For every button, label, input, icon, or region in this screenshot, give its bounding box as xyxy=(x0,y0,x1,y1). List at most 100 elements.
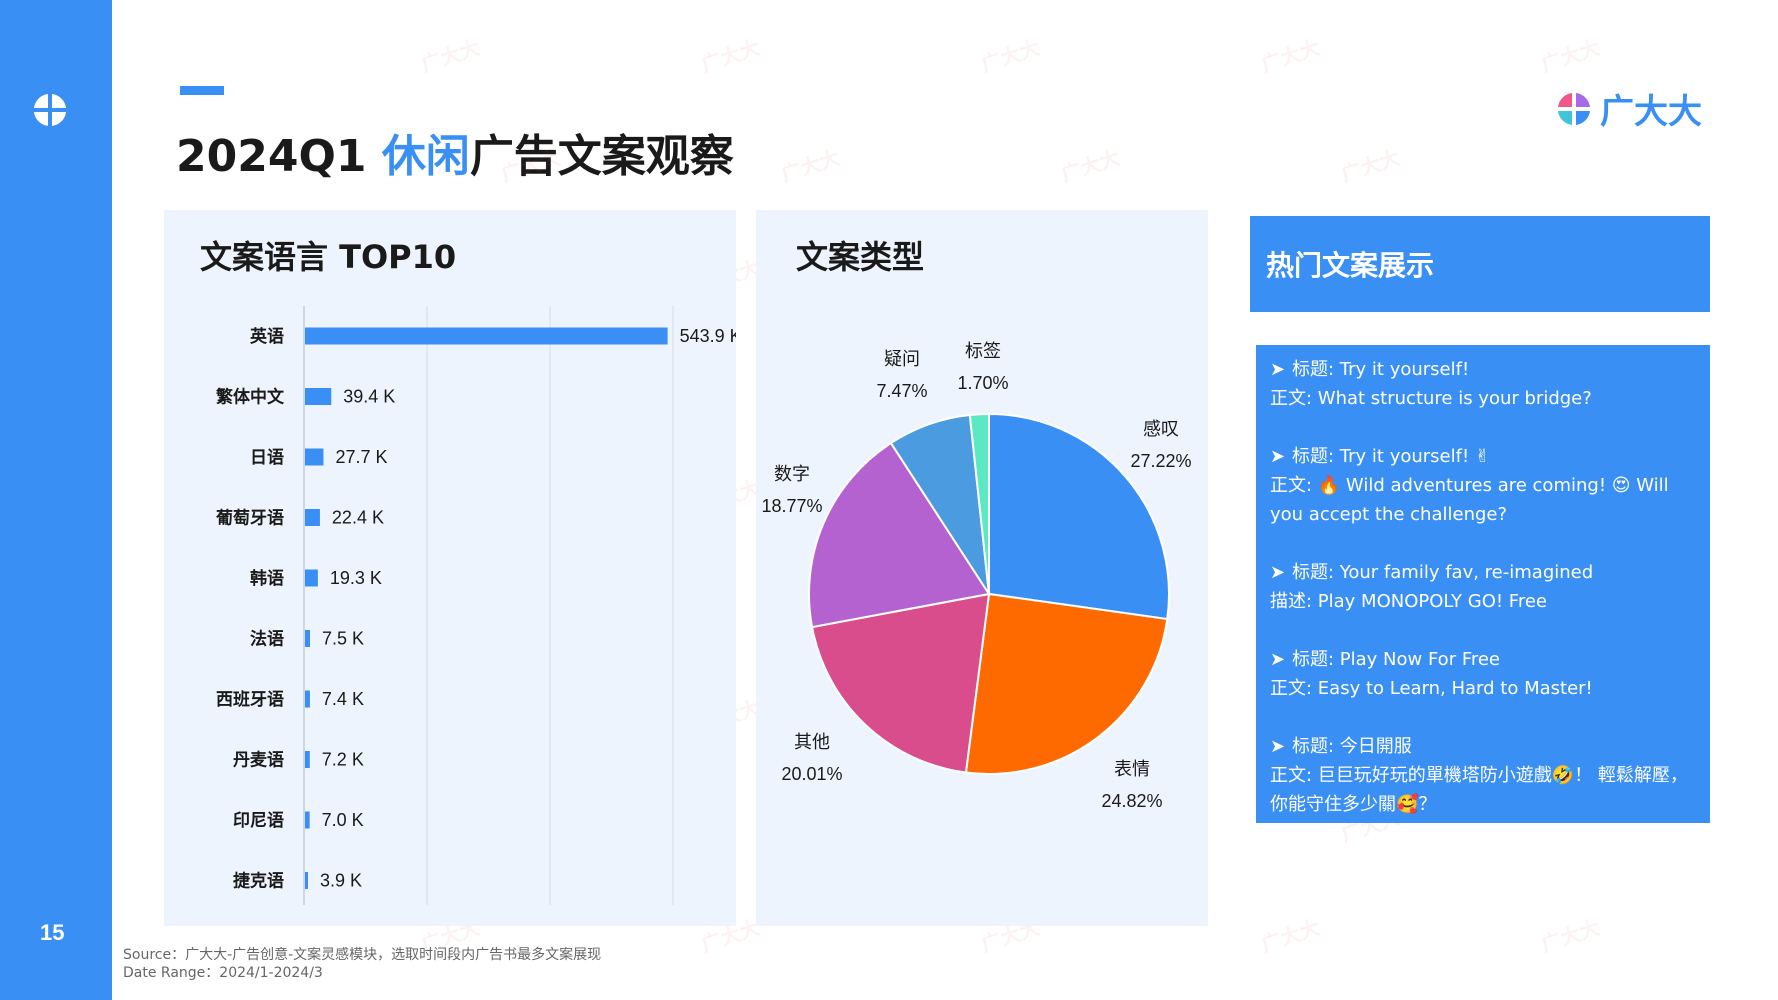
copy-type-chart-title: 文案类型 xyxy=(796,238,925,276)
bar-category-label: 繁体中文 xyxy=(215,387,285,408)
left-sidebar-bar: 15 xyxy=(0,0,112,1000)
hot-copy-title: 热门文案展示 xyxy=(1266,249,1435,282)
arrow-bullet-icon: ➤ xyxy=(1270,359,1286,380)
hot-copy-headline-text: 标题: Play Now For Free xyxy=(1292,649,1501,670)
pie-percent-label: 27.22% xyxy=(1130,451,1191,471)
pie-percent-label: 7.47% xyxy=(876,381,927,401)
pie-slice xyxy=(988,412,1170,621)
arrow-bullet-icon: ➤ xyxy=(1270,562,1286,583)
pie-slice xyxy=(968,412,990,595)
hot-copy-body-text: 正文: 巨巨玩好玩的單機塔防小遊戲🤣！ 輕鬆解壓，你能守住多少關🥰？ xyxy=(1270,765,1688,815)
brand-logo: 广大大 xyxy=(1554,84,1702,133)
title-accent-bar xyxy=(180,86,224,95)
hot-copy-item: ➤ 标题: 今日開服正文: 巨巨玩好玩的單機塔防小遊戲🤣！ 輕鬆解壓，你能守住多少… xyxy=(1270,732,1696,819)
bar-mark xyxy=(305,811,310,829)
page-title-highlight: 休闲 xyxy=(381,131,470,182)
bar-mark xyxy=(305,751,310,768)
pie-category-label: 感叹 xyxy=(1143,419,1179,440)
language-top10-panel: 英语 543.9 K 繁体中文 39.4 K 日语 27.7 K 葡萄牙语 22.4 K 韩语 1… xyxy=(164,210,736,926)
hot-copy-headline: ➤ 标题: Try it yourself! xyxy=(1270,355,1696,384)
hot-copy-headline-text: 标题: Your family fav, re-imagined xyxy=(1292,562,1594,583)
arrow-bullet-icon: ➤ xyxy=(1270,446,1286,467)
hot-copy-item: ➤ 标题: Try it yourself! 正文: What structure … xyxy=(1270,355,1696,413)
brand-mark-icon xyxy=(1558,92,1590,125)
bar-category-label: 印尼语 xyxy=(233,811,284,831)
bar-category-label: 捷克语 xyxy=(233,871,284,892)
pie-slice xyxy=(810,592,991,774)
watermark-text: 广大大 xyxy=(778,145,843,187)
watermark-text: 广大大 xyxy=(1058,145,1123,187)
bar-value-label: 19.3 K xyxy=(330,568,382,588)
bar-value-label: 22.4 K xyxy=(332,508,384,528)
pie-category-label: 表情 xyxy=(1114,759,1150,780)
hot-copy-item: ➤ 标题: Try it yourself! ✌ 正文: 🔥 Wild advent… xyxy=(1270,442,1696,529)
bar-mark xyxy=(305,509,320,526)
hot-copy-list: ➤ 标题: Try it yourself! 正文: What structure … xyxy=(1256,345,1710,823)
pie-percent-label: 18.77% xyxy=(761,496,822,516)
bar-mark xyxy=(305,690,310,708)
arrow-bullet-icon: ➤ xyxy=(1270,736,1286,757)
watermark-text: 广大大 xyxy=(1338,145,1403,187)
page-title-suffix: 广告文案观察 xyxy=(469,131,734,182)
bar-category-label: 韩语 xyxy=(250,568,284,589)
bar-mark xyxy=(305,448,324,466)
hot-copy-body-text: 正文: 🔥 Wild adventures are coming! 😍 Will… xyxy=(1270,475,1669,525)
hot-copy-headline-text: 标题: Try it yourself! xyxy=(1292,359,1470,380)
copy-type-pie-chart: 感叹 27.22% 表情 24.82% 其他 20.01% 数字 18.77% 疑问 7.47% 标… xyxy=(761,341,1191,811)
watermark-text: 广大大 xyxy=(698,35,763,77)
hot-copy-item: ➤ 标题: Your family fav, re-imagined 描述: Pla… xyxy=(1270,558,1696,616)
arrow-bullet-icon: ➤ xyxy=(1270,649,1286,670)
watermark-text: 广大大 xyxy=(1538,915,1603,957)
hot-copy-headline-text: 标题: 今日開服 xyxy=(1292,736,1412,757)
pie-category-label: 其他 xyxy=(794,732,830,753)
brand-logo-icon xyxy=(34,94,66,126)
pie-percent-label: 1.70% xyxy=(957,373,1008,393)
pie-category-label: 标签 xyxy=(965,341,1001,362)
bar-category-label: 法语 xyxy=(250,629,284,650)
bar-category-label: 西班牙语 xyxy=(216,690,284,710)
watermark-text: 广大大 xyxy=(978,35,1043,77)
hot-copy-headline: ➤ 标题: Your family fav, re-imagined xyxy=(1270,558,1696,587)
brand-name: 广大大 xyxy=(1600,92,1702,132)
hot-copy-header: 热门文案展示 xyxy=(1250,216,1710,312)
watermark-text: 广大大 xyxy=(1258,35,1323,77)
hot-copy-body-text: 正文: What structure is your bridge? xyxy=(1270,388,1592,409)
bar-mark xyxy=(305,327,668,345)
bar-category-label: 英语 xyxy=(250,326,284,347)
date-range-line: Date Range：2024/1-2024/3 xyxy=(123,965,323,981)
bar-value-label: 3.9 K xyxy=(320,871,362,891)
watermark-text: 广大大 xyxy=(418,35,483,77)
bar-mark xyxy=(305,630,310,647)
hot-copy-headline: ➤ 标题: Play Now For Free xyxy=(1270,645,1696,674)
hot-copy-headline: ➤ 标题: 今日開服 xyxy=(1270,732,1696,761)
pie-percent-label: 24.82% xyxy=(1101,791,1162,811)
watermark-text: 广大大 xyxy=(1258,915,1323,957)
source-line: Source：广大大-广告创意-文案灵感模块，选取时间段内广告书最多文案展现 xyxy=(123,947,602,963)
bar-value-label: 7.2 K xyxy=(322,750,364,770)
source-note: Source：广大大-广告创意-文案灵感模块，选取时间段内广告书最多文案展现 D… xyxy=(123,946,601,982)
language-chart-title: 文案语言 TOP10 xyxy=(200,238,457,276)
hot-copy-headline-text: 标题: Try it yourself! ✌ xyxy=(1292,446,1490,467)
pie-category-label: 数字 xyxy=(774,464,810,485)
hot-copy-headline: ➤ 标题: Try it yourself! ✌ xyxy=(1270,442,1696,471)
pie-slice xyxy=(964,592,1169,775)
bar-value-label: 39.4 K xyxy=(343,387,395,407)
bar-value-label: 27.7 K xyxy=(335,447,387,467)
page-title: 2024Q1 休闲广告文案观察 xyxy=(176,120,734,184)
hot-copy-body-text: 描述: Play MONOPOLY GO! Free xyxy=(1270,591,1548,612)
bar-category-label: 丹麦语 xyxy=(233,750,284,771)
bar-mark xyxy=(305,388,332,405)
bar-value-label: 7.5 K xyxy=(322,629,364,649)
bar-category-label: 日语 xyxy=(250,448,284,468)
page-title-prefix: 2024Q1 xyxy=(176,131,382,182)
pie-slice xyxy=(808,441,991,629)
bar-category-label: 葡萄牙语 xyxy=(215,508,284,529)
bar-value-label: 7.0 K xyxy=(322,810,364,830)
language-bar-chart: 英语 543.9 K 繁体中文 39.4 K 日语 27.7 K 葡萄牙语 22.4 K 韩语 1… xyxy=(215,306,736,905)
pie-percent-label: 20.01% xyxy=(781,764,842,784)
bar-mark xyxy=(305,569,318,587)
bar-mark xyxy=(305,872,308,889)
pie-category-label: 疑问 xyxy=(884,349,920,370)
watermark-text: 广大大 xyxy=(1538,35,1603,77)
page-number: 15 xyxy=(40,920,65,945)
